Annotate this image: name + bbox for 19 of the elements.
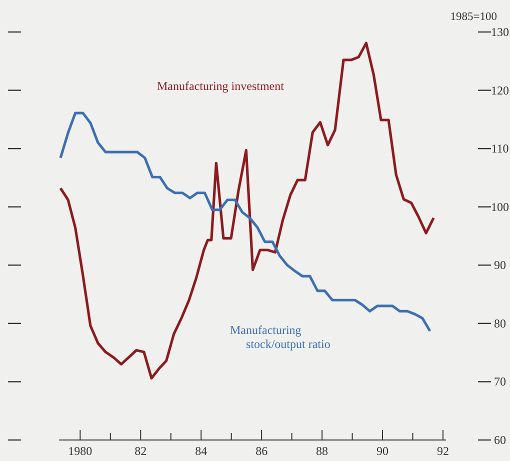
y-tick-label: 70 <box>494 374 506 389</box>
y-tick-label: 60 <box>494 433 506 447</box>
x-tick-label: 88 <box>316 444 328 458</box>
y-axis-title: 1985=100 <box>450 11 498 23</box>
series-label: Manufacturing stock/output ratio <box>230 323 330 351</box>
text: Manufacturing investment <box>157 79 285 93</box>
x-tick-label: 82 <box>134 444 147 458</box>
x-tick-label: 86 <box>256 444 268 458</box>
y-tick-label: 120 <box>491 83 509 98</box>
y-tick-label: 100 <box>491 200 509 214</box>
x-tick-label: 92 <box>436 444 449 458</box>
x-tick-label: 1980 <box>68 444 92 458</box>
x-tick-label: 84 <box>195 444 208 458</box>
line-series <box>59 42 435 380</box>
y-tick-label: 90 <box>494 258 506 272</box>
y-tick-label: 110 <box>491 142 509 156</box>
y-tick-label: 80 <box>494 316 506 330</box>
y-tick-label: 130 <box>491 25 509 39</box>
x-tick-label: 90 <box>376 444 389 458</box>
